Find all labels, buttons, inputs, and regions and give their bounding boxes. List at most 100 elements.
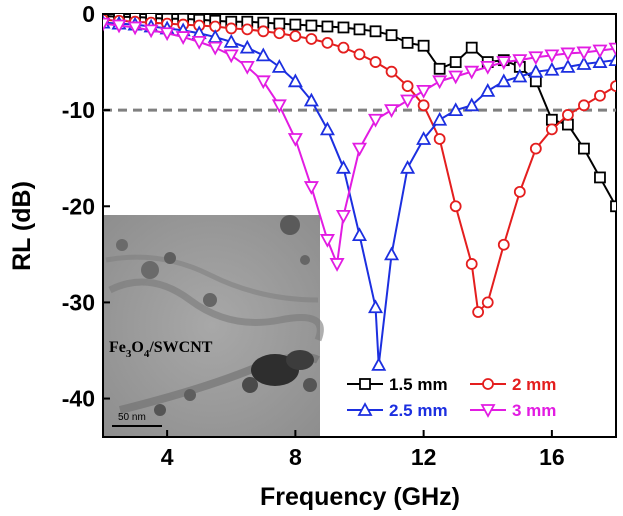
data-point — [576, 56, 592, 70]
data-point — [562, 118, 574, 131]
x-tick-label: 12 — [411, 444, 437, 470]
data-point — [371, 357, 387, 371]
data-point — [528, 63, 544, 78]
axes-layer: 4 8 12 16 0 -10 -20 -30 -40 — [62, 1, 565, 470]
data-point — [545, 123, 558, 136]
data-point — [528, 51, 544, 66]
data-point — [127, 21, 143, 36]
data-point — [271, 58, 287, 73]
data-point — [273, 27, 286, 40]
data-point — [610, 200, 616, 213]
tem-inset-image — [104, 215, 324, 436]
data-point — [465, 41, 478, 54]
data-point — [175, 31, 191, 45]
data-point — [335, 209, 351, 224]
legend-item: 3 mm — [470, 401, 556, 420]
data-point — [562, 109, 574, 121]
series-line — [103, 22, 616, 268]
data-point — [207, 41, 223, 56]
data-point — [321, 36, 334, 49]
data-point — [480, 60, 496, 75]
y-tick-label: -20 — [62, 193, 95, 219]
data-point — [464, 97, 480, 112]
data-point — [465, 258, 478, 270]
series-layer — [103, 14, 616, 371]
data-point — [223, 49, 239, 64]
data-point — [578, 99, 590, 112]
y-axis-title: RL (dB) — [8, 181, 36, 271]
data-point — [305, 33, 318, 45]
data-point — [496, 73, 512, 88]
data-point — [472, 306, 485, 318]
data-point — [416, 85, 432, 99]
data-point — [385, 65, 398, 78]
data-point — [592, 54, 608, 68]
data-point — [448, 70, 464, 85]
data-point — [384, 246, 400, 261]
legend-marker — [480, 404, 496, 418]
legend-item: 1.5 mm — [347, 375, 448, 394]
data-point — [592, 44, 608, 59]
data-point — [496, 56, 512, 70]
y-tick-label: 0 — [82, 1, 95, 27]
data-point — [610, 80, 616, 93]
legend-marker — [482, 378, 494, 390]
data-point — [273, 17, 286, 30]
data-point — [223, 34, 239, 48]
data-point — [385, 29, 398, 42]
data-point — [608, 42, 616, 57]
x-axis-title: Frequency (GHz) — [260, 483, 460, 511]
data-point — [271, 99, 287, 114]
data-point — [512, 68, 528, 83]
data-point — [576, 46, 592, 61]
legend-item: 2.5 mm — [347, 401, 448, 420]
x-tick-label: 16 — [539, 444, 565, 470]
data-point — [257, 25, 270, 38]
data-point — [416, 131, 432, 145]
data-point — [337, 21, 350, 34]
data-point — [239, 60, 255, 75]
data-point — [578, 142, 590, 155]
data-point — [329, 258, 345, 272]
data-point — [432, 111, 448, 126]
data-point — [353, 48, 366, 61]
data-point — [321, 20, 334, 33]
data-point — [239, 39, 255, 54]
legend-label: 2.5 mm — [389, 401, 448, 420]
data-point — [544, 49, 560, 64]
data-point — [319, 121, 335, 136]
data-point — [433, 133, 446, 145]
data-point — [545, 113, 558, 126]
data-point — [560, 58, 576, 73]
series-line — [103, 21, 616, 366]
data-point — [225, 22, 238, 35]
legend-label: 3 mm — [512, 401, 556, 420]
data-point — [287, 73, 303, 88]
data-point — [303, 181, 319, 195]
data-point — [111, 19, 127, 34]
data-point — [353, 23, 366, 36]
data-point — [143, 24, 159, 39]
data-point — [303, 92, 319, 107]
data-point — [368, 299, 384, 314]
data-point — [400, 159, 416, 174]
data-point — [241, 23, 254, 36]
legend-label: 2 mm — [512, 375, 556, 394]
data-point — [594, 89, 606, 102]
data-point — [351, 227, 368, 242]
data-point — [417, 39, 430, 52]
data-point — [480, 83, 496, 97]
data-point — [401, 36, 414, 49]
data-point — [335, 159, 351, 174]
legend-marker — [357, 402, 373, 416]
data-point — [305, 19, 318, 32]
x-tick-label: 4 — [161, 444, 174, 470]
data-point — [432, 75, 448, 90]
legend-item: 2 mm — [470, 375, 556, 394]
data-point — [464, 65, 480, 80]
data-point — [529, 142, 542, 155]
data-point — [529, 75, 542, 88]
inset-label: Fe3O4/SWCNT — [109, 339, 213, 360]
